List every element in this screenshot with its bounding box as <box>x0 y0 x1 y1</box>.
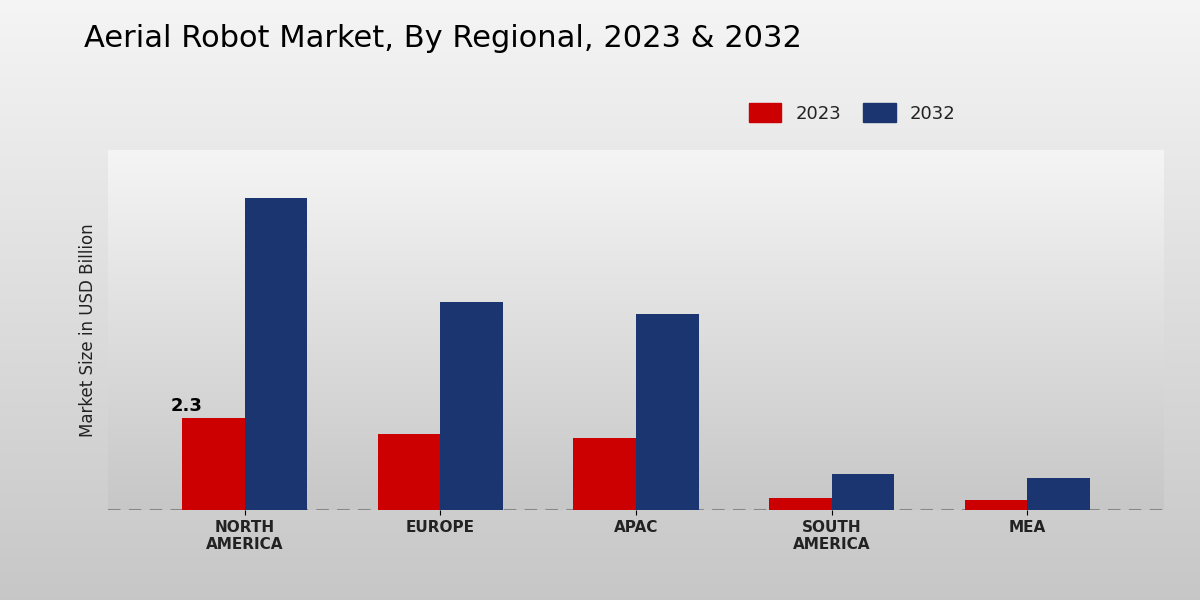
Bar <box>965 500 1027 510</box>
Bar <box>832 474 894 510</box>
Bar <box>636 314 698 510</box>
Legend: 2023, 2032: 2023, 2032 <box>739 94 965 131</box>
Bar <box>440 302 503 510</box>
Bar <box>378 434 440 510</box>
Text: Aerial Robot Market, By Regional, 2023 & 2032: Aerial Robot Market, By Regional, 2023 &… <box>84 24 802 53</box>
Y-axis label: Market Size in USD Billion: Market Size in USD Billion <box>79 223 97 437</box>
Bar <box>574 438 636 510</box>
Text: 2.3: 2.3 <box>170 397 203 415</box>
Bar <box>769 498 832 510</box>
Bar <box>1027 478 1090 510</box>
Bar <box>182 418 245 510</box>
Bar <box>245 198 307 510</box>
